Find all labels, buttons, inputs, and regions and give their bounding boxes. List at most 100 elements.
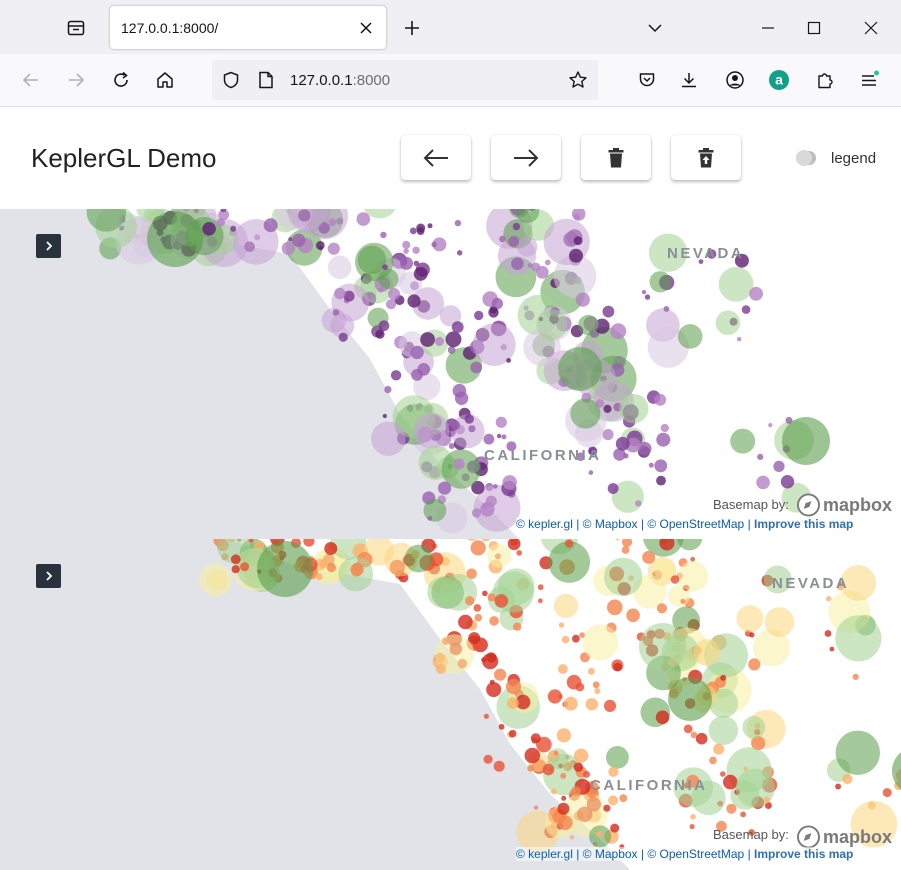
- osm-attribution-link[interactable]: © OpenStreetMap: [647, 847, 745, 861]
- kepler-map-purple[interactable]: NEVADA CALIFORNIA Basemap by: mapbox © k…: [0, 209, 901, 539]
- data-point: [690, 731, 698, 739]
- data-point: [785, 416, 793, 424]
- mapbox-logo[interactable]: mapbox: [797, 824, 892, 850]
- data-point: [742, 715, 766, 739]
- data-point: [569, 835, 575, 840]
- data-point: [498, 723, 505, 730]
- extensions-button[interactable]: [809, 64, 841, 96]
- list-all-tabs-button[interactable]: [641, 14, 669, 42]
- data-point: [356, 212, 371, 226]
- data-point: [558, 694, 563, 699]
- data-point: [768, 423, 773, 428]
- tab-close-button[interactable]: [354, 16, 378, 40]
- data-point: [468, 632, 481, 645]
- data-point: [556, 728, 572, 743]
- data-point: [538, 598, 543, 604]
- osm-attribution-link[interactable]: © OpenStreetMap: [647, 517, 745, 531]
- legend-toggle[interactable]: [796, 150, 816, 166]
- data-point: [411, 287, 445, 320]
- kepler-map-warm[interactable]: NEVADA CALIFORNIA Basemap by: mapbox © k…: [0, 539, 901, 870]
- data-point: [835, 615, 882, 662]
- data-point: [542, 763, 555, 776]
- data-point: [409, 227, 417, 235]
- data-point: [413, 260, 420, 267]
- data-point: [257, 541, 313, 597]
- data-point: [656, 432, 671, 447]
- kepler-attribution-link[interactable]: © kepler.gl: [516, 517, 573, 531]
- data-point: [326, 562, 336, 573]
- data-point: [740, 811, 746, 818]
- data-point: [558, 347, 602, 391]
- new-tab-button[interactable]: [398, 14, 426, 42]
- app-menu-button[interactable]: [853, 64, 885, 96]
- data-point: [553, 593, 579, 619]
- data-point: [324, 542, 338, 555]
- data-point: [537, 584, 544, 591]
- data-point: [782, 417, 830, 465]
- data-point: [621, 546, 630, 554]
- data-point: [318, 222, 330, 234]
- redo-button[interactable]: [491, 135, 561, 180]
- data-point: [610, 823, 620, 833]
- back-button[interactable]: [15, 64, 47, 96]
- data-point: [648, 233, 688, 272]
- kepler-attribution-link[interactable]: © kepler.gl: [516, 847, 573, 861]
- data-point: [457, 250, 463, 256]
- home-button[interactable]: [149, 64, 181, 96]
- pocket-icon: [639, 73, 655, 87]
- data-point: [689, 824, 695, 830]
- data-point: [726, 803, 737, 814]
- data-point: [482, 502, 488, 508]
- data-point: [695, 732, 708, 745]
- data-point: [506, 441, 517, 452]
- undo-button[interactable]: [401, 135, 471, 180]
- mapbox-attribution-link[interactable]: © Mapbox: [582, 517, 638, 531]
- extension-a-button[interactable]: a: [763, 64, 795, 96]
- data-point: [741, 305, 751, 314]
- data-point: [619, 794, 628, 803]
- data-point: [465, 596, 475, 606]
- data-point: [576, 452, 585, 461]
- address-bar[interactable]: 127.0.0.1:8000: [212, 60, 598, 100]
- data-point: [656, 603, 668, 614]
- data-point: [220, 209, 227, 213]
- pocket-button[interactable]: [631, 64, 663, 96]
- data-point: [458, 614, 473, 630]
- improve-map-link[interactable]: Improve this map: [754, 517, 854, 531]
- account-button[interactable]: [719, 64, 751, 96]
- mapbox-logo[interactable]: mapbox: [797, 492, 892, 518]
- improve-map-link[interactable]: Improve this map: [754, 847, 854, 861]
- side-panel-toggle-button[interactable]: [36, 234, 61, 258]
- data-point: [412, 246, 420, 254]
- data-point: [486, 682, 502, 698]
- firefox-view-button[interactable]: [58, 10, 94, 46]
- side-panel-toggle-button[interactable]: [36, 564, 61, 588]
- close-window-button[interactable]: [857, 14, 885, 42]
- data-point: [592, 681, 600, 689]
- data-point: [753, 629, 791, 667]
- data-point: [536, 309, 568, 340]
- forward-button[interactable]: [60, 64, 92, 96]
- data-point: [231, 565, 240, 574]
- data-point: [508, 729, 517, 738]
- data-point: [248, 539, 254, 543]
- bookmark-star-icon[interactable]: [568, 70, 588, 90]
- minimize-button[interactable]: [754, 14, 782, 42]
- delete-button[interactable]: [581, 135, 651, 180]
- data-point: [375, 329, 385, 339]
- download-icon: [682, 73, 696, 88]
- data-point: [548, 541, 591, 583]
- reload-button[interactable]: [105, 64, 137, 96]
- data-point: [690, 814, 696, 820]
- browser-tab[interactable]: 127.0.0.1:8000/: [110, 6, 386, 49]
- data-point: [655, 710, 670, 725]
- data-point: [663, 306, 670, 312]
- restore-delete-button[interactable]: [671, 135, 741, 180]
- data-point: [468, 425, 476, 433]
- maximize-button[interactable]: [800, 14, 828, 42]
- map-attribution: © kepler.gl | © Mapbox | © OpenStreetMap…: [516, 847, 854, 861]
- mapbox-attribution-link[interactable]: © Mapbox: [582, 847, 638, 861]
- downloads-button[interactable]: [673, 64, 705, 96]
- data-point: [736, 605, 764, 633]
- data-point: [385, 299, 397, 310]
